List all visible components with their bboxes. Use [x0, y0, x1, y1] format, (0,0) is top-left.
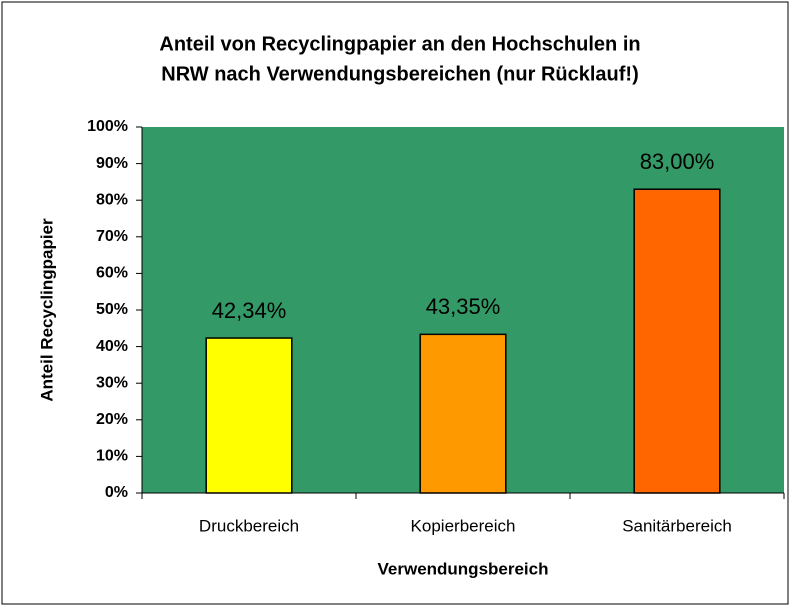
y-tick-label: 50%: [96, 301, 128, 318]
y-tick-label: 100%: [87, 118, 128, 135]
y-tick-label: 30%: [96, 374, 128, 391]
bar: [419, 333, 507, 494]
x-axis-title: Verwendungsbereich: [378, 559, 549, 578]
data-label: 43,35%: [426, 294, 501, 319]
chart-title: Anteil von Recyclingpapier an den Hochsc…: [159, 33, 640, 55]
data-label: 42,34%: [212, 298, 287, 323]
data-label: 83,00%: [640, 149, 715, 174]
y-axis-title: Anteil Recyclingpapier: [37, 218, 56, 402]
y-tick-label: 10%: [96, 448, 128, 465]
bar: [633, 188, 721, 494]
y-tick-label: 60%: [96, 265, 128, 282]
chart-title: NRW nach Verwendungsbereichen (nur Rückl…: [161, 63, 638, 85]
x-tick-label: Kopierbereich: [411, 516, 516, 535]
x-tick-label: Sanitärbereich: [622, 516, 732, 535]
y-tick-label: 20%: [96, 411, 128, 428]
y-tick-label: 70%: [96, 228, 128, 245]
y-tick-label: 0%: [105, 484, 128, 501]
x-tick-label: Druckbereich: [199, 516, 299, 535]
y-tick-label: 90%: [96, 155, 128, 172]
y-tick-label: 80%: [96, 191, 128, 208]
bar: [205, 337, 293, 494]
y-tick-label: 40%: [96, 338, 128, 355]
